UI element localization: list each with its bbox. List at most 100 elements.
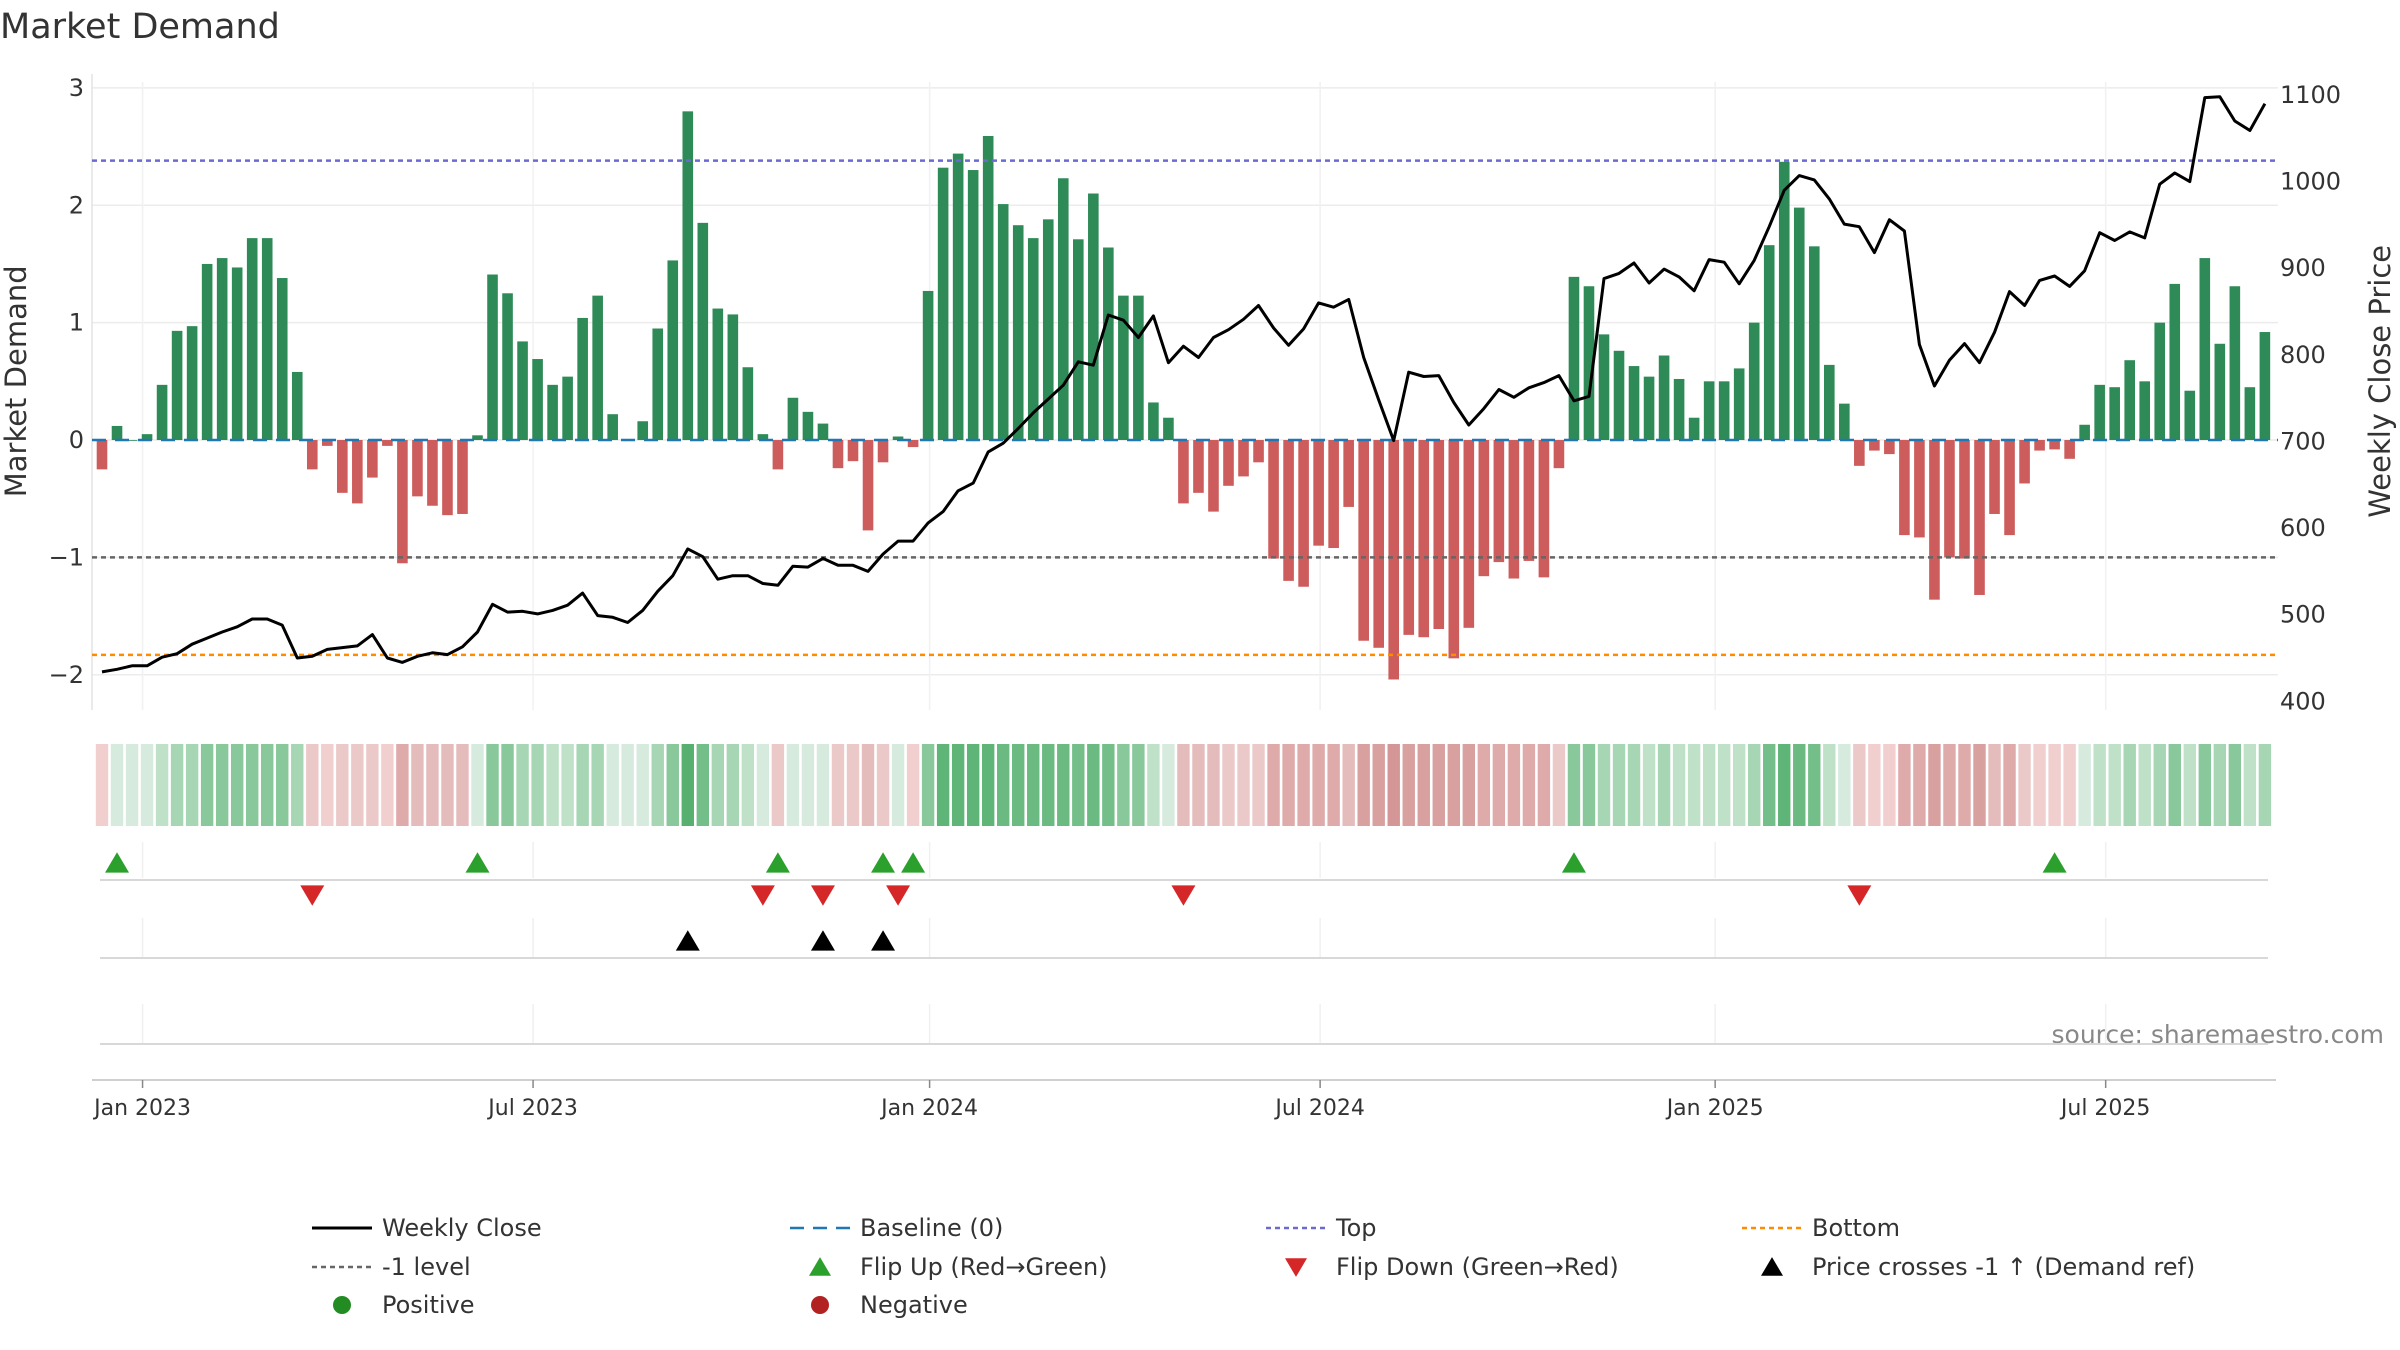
- demand-bar-positive: [487, 274, 498, 441]
- demand-bar-negative: [772, 440, 784, 470]
- strip-cell: [1732, 744, 1746, 826]
- demand-bar-positive: [592, 295, 603, 441]
- demand-bar-positive: [2139, 381, 2151, 441]
- demand-bar-positive: [982, 135, 994, 441]
- axis-ticks: −2 −1 0 1 2 3 400 500 600 700 800 900 1000 1100: [49, 74, 2341, 715]
- demand-bar-negative: [907, 440, 919, 448]
- price-cross-marker: [675, 930, 700, 951]
- strip-cell: [2138, 744, 2151, 826]
- strip-cell: [1207, 744, 1220, 826]
- strip-cell: [1883, 744, 1896, 826]
- strip-cell: [366, 744, 379, 826]
- demand-bar-negative: [1989, 440, 2000, 514]
- demand-bar-negative: [1854, 440, 1865, 466]
- demand-bar-positive: [1643, 376, 1655, 441]
- demand-bar-positive: [2109, 387, 2120, 441]
- strip-cell: [110, 744, 124, 826]
- demand-bar-negative: [1523, 440, 1535, 561]
- y2-axis-label: Weekly Close Price: [2363, 245, 2397, 518]
- demand-bar-negative: [1418, 440, 1430, 638]
- strip-cell: [1958, 744, 1971, 826]
- demand-bar-positive: [216, 258, 228, 441]
- strip-cell: [1973, 744, 1986, 826]
- strip-cell: [1507, 744, 1521, 826]
- strip-cell: [2213, 744, 2227, 826]
- demand-bar-positive: [1778, 161, 1790, 441]
- demand-bar-positive: [2244, 387, 2256, 441]
- demand-bar-positive: [246, 238, 258, 441]
- flip-up-marker: [871, 852, 896, 873]
- demand-bar-positive: [1103, 247, 1114, 441]
- flip-up-marker: [2042, 852, 2067, 873]
- strip-cell: [1823, 744, 1836, 826]
- strip-cell: [726, 744, 740, 826]
- strip-cell: [1687, 744, 1701, 826]
- legend-label: -1 level: [382, 1253, 471, 1281]
- strip-cell: [1372, 744, 1385, 826]
- demand-bar-negative: [1463, 440, 1475, 628]
- strip-cell: [170, 744, 184, 826]
- strip-cell: [621, 744, 634, 826]
- strip-cell: [846, 744, 860, 826]
- demand-bar-negative: [1959, 440, 1970, 559]
- demand-bar-negative: [442, 440, 453, 516]
- demand-bar-negative: [1328, 440, 1339, 549]
- strip-cell: [997, 744, 1010, 826]
- demand-bar-positive: [2094, 384, 2105, 441]
- strip-cell: [951, 744, 965, 826]
- demand-bar-negative: [1508, 440, 1520, 579]
- strip-cell: [1672, 744, 1686, 826]
- strip-cell: [486, 744, 499, 826]
- demand-bar-negative: [2019, 440, 2030, 484]
- strip-cell: [2033, 744, 2046, 826]
- demand-bar-negative: [1178, 440, 1189, 504]
- x-tick-label: Jan 2025: [1665, 1096, 1764, 1121]
- strip-cell: [230, 744, 244, 826]
- strip-cell: [200, 744, 214, 826]
- strip-cell: [1642, 744, 1656, 826]
- demand-bar-positive: [1793, 207, 1805, 441]
- strip-cell: [2063, 744, 2076, 826]
- demand-bar-positive: [2199, 258, 2211, 441]
- strip-cell: [1898, 744, 1911, 826]
- demand-bar-negative: [1223, 440, 1234, 486]
- demand-bar-positive: [1824, 364, 1835, 441]
- strip-cell: [651, 744, 664, 826]
- strip-cell: [1582, 744, 1596, 826]
- strip-cell: [981, 744, 995, 826]
- flip-up-marker: [901, 852, 926, 873]
- demand-bar-positive: [156, 384, 168, 441]
- legend-handle-flip-up: [809, 1257, 831, 1276]
- demand-bar-negative: [337, 440, 348, 493]
- x-tick-label: Jul 2023: [486, 1096, 578, 1121]
- demand-bar-positive: [577, 317, 588, 441]
- strip-cell: [1838, 744, 1851, 826]
- demand-bar-positive: [1718, 381, 1730, 441]
- demand-bar-positive: [1703, 381, 1715, 441]
- y2-tick-label: 900: [2280, 254, 2326, 282]
- y-tick-label: −1: [49, 543, 84, 571]
- strip-cell: [140, 744, 154, 826]
- demand-bar-positive: [1088, 193, 1099, 441]
- price-cross-marker: [810, 930, 835, 951]
- strip-cell: [501, 744, 514, 826]
- flip-up-marker: [1561, 852, 1586, 873]
- strip-cell: [95, 744, 109, 826]
- strip-cell: [1537, 744, 1551, 826]
- strip-cell: [1462, 744, 1476, 826]
- strip-cell: [2183, 744, 2196, 826]
- strip-cell: [516, 744, 529, 826]
- strip-cell: [1297, 744, 1310, 826]
- strip-cell: [2228, 744, 2242, 826]
- demand-bar-positive: [727, 314, 739, 441]
- demand-bar-positive: [2124, 360, 2135, 441]
- strip-cell: [711, 744, 725, 826]
- x-tick-label: Jul 2025: [2059, 1096, 2151, 1121]
- y-tick-label: 1: [69, 309, 84, 337]
- legend-label: Baseline (0): [860, 1214, 1003, 1242]
- demand-bar-positive: [1568, 276, 1580, 441]
- strip-cell: [2123, 744, 2136, 826]
- strip-cell: [1853, 744, 1866, 826]
- demand-bar-positive: [1748, 322, 1760, 441]
- strip-cell: [2243, 744, 2257, 826]
